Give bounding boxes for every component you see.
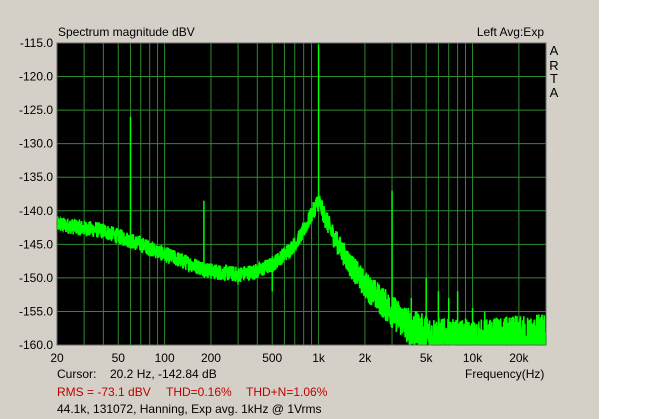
y-tick-label: -150.0 bbox=[19, 271, 53, 285]
y-tick-label: -160.0 bbox=[19, 338, 53, 352]
cursor-label: Cursor: bbox=[57, 367, 97, 381]
x-tick-label: 2k bbox=[359, 351, 373, 365]
tick-labels: -115.0 -120.0 -125.0 -130.0 -135.0 -140.0 -145… bbox=[19, 36, 530, 365]
y-tick-label: -120.0 bbox=[19, 70, 53, 84]
y-tick-label: -140.0 bbox=[19, 204, 53, 218]
x-tick-label: 20k bbox=[509, 351, 529, 365]
y-tick-label: -135.0 bbox=[19, 170, 53, 184]
brand-letter-r: R bbox=[549, 58, 559, 73]
x-tick-label: 5k bbox=[420, 351, 434, 365]
brand-letter-t: T bbox=[550, 71, 558, 86]
rms-value: RMS = -73.1 dBV bbox=[57, 385, 151, 399]
x-tick-label: 500 bbox=[262, 351, 282, 365]
thdn-value: THD+N=1.06% bbox=[246, 385, 328, 399]
thd-value: THD=0.16% bbox=[166, 385, 232, 399]
x-tick-label: 10k bbox=[463, 351, 483, 365]
y-tick-label: -115.0 bbox=[20, 36, 53, 50]
spectrum-chart: -115.0 -120.0 -125.0 -130.0 -135.0 -140.0 -145… bbox=[19, 36, 547, 365]
x-tick-label: 50 bbox=[112, 351, 126, 365]
channel-info: Left Avg:Exp bbox=[476, 25, 544, 39]
y-tick-label: -125.0 bbox=[19, 103, 53, 117]
y-tick-label: -130.0 bbox=[19, 137, 53, 151]
settings-info: 44.1k, 131072, Hanning, Exp avg. 1kHz @ … bbox=[57, 402, 322, 416]
x-tick-label: 20 bbox=[50, 351, 64, 365]
cursor-value: 20.2 Hz, -142.84 dB bbox=[110, 367, 217, 381]
y-tick-label: -145.0 bbox=[19, 237, 53, 251]
chart-title: Spectrum magnitude dBV bbox=[58, 25, 195, 39]
x-tick-label: 100 bbox=[155, 351, 175, 365]
x-tick-label: 200 bbox=[201, 351, 221, 365]
x-axis-label: Frequency(Hz) bbox=[465, 367, 545, 381]
brand-letter-a2: A bbox=[549, 85, 559, 100]
plot-frame bbox=[56, 42, 547, 346]
x-tick-label: 1k bbox=[312, 351, 326, 365]
y-tick-label: -155.0 bbox=[19, 304, 53, 318]
brand-letter-a1: A bbox=[549, 43, 559, 58]
plot-area[interactable] bbox=[57, 43, 546, 345]
